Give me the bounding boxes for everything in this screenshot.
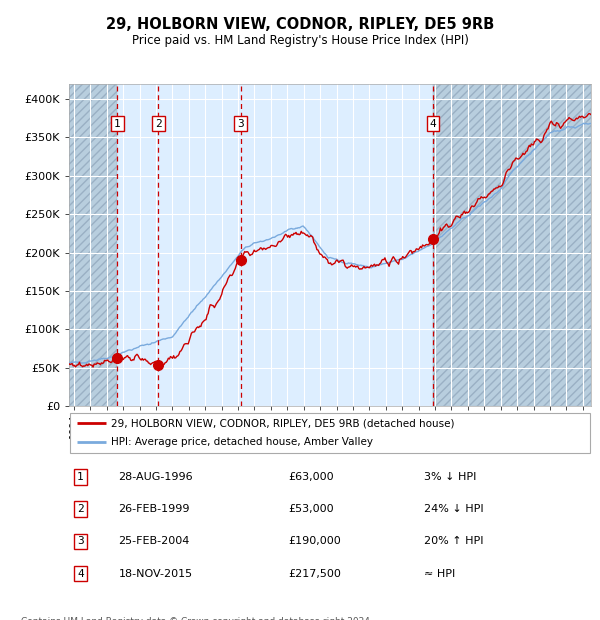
Text: 3% ↓ HPI: 3% ↓ HPI: [424, 472, 476, 482]
Text: £63,000: £63,000: [288, 472, 334, 482]
Text: 28-AUG-1996: 28-AUG-1996: [119, 472, 193, 482]
Text: HPI: Average price, detached house, Amber Valley: HPI: Average price, detached house, Ambe…: [111, 438, 373, 448]
Text: 1: 1: [77, 472, 84, 482]
Text: 1: 1: [114, 118, 121, 128]
Text: 2: 2: [155, 118, 162, 128]
Text: 4: 4: [77, 569, 84, 578]
Text: £217,500: £217,500: [288, 569, 341, 578]
Text: Contains HM Land Registry data © Crown copyright and database right 2024.: Contains HM Land Registry data © Crown c…: [21, 617, 373, 620]
Text: 18-NOV-2015: 18-NOV-2015: [119, 569, 193, 578]
Text: ≈ HPI: ≈ HPI: [424, 569, 455, 578]
Text: Price paid vs. HM Land Registry's House Price Index (HPI): Price paid vs. HM Land Registry's House …: [131, 34, 469, 47]
Text: £53,000: £53,000: [288, 504, 334, 514]
Text: 24% ↓ HPI: 24% ↓ HPI: [424, 504, 484, 514]
Text: 20% ↑ HPI: 20% ↑ HPI: [424, 536, 484, 546]
Text: 2: 2: [77, 504, 84, 514]
Text: 3: 3: [77, 536, 84, 546]
Bar: [433, 84, 591, 406]
FancyBboxPatch shape: [70, 412, 590, 453]
Text: £190,000: £190,000: [288, 536, 341, 546]
Text: 4: 4: [430, 118, 436, 128]
Text: 25-FEB-2004: 25-FEB-2004: [119, 536, 190, 546]
Text: 3: 3: [237, 118, 244, 128]
Bar: [69, 84, 118, 406]
Text: 29, HOLBORN VIEW, CODNOR, RIPLEY, DE5 9RB (detached house): 29, HOLBORN VIEW, CODNOR, RIPLEY, DE5 9R…: [111, 418, 454, 428]
Text: 26-FEB-1999: 26-FEB-1999: [119, 504, 190, 514]
Text: 29, HOLBORN VIEW, CODNOR, RIPLEY, DE5 9RB: 29, HOLBORN VIEW, CODNOR, RIPLEY, DE5 9R…: [106, 17, 494, 32]
